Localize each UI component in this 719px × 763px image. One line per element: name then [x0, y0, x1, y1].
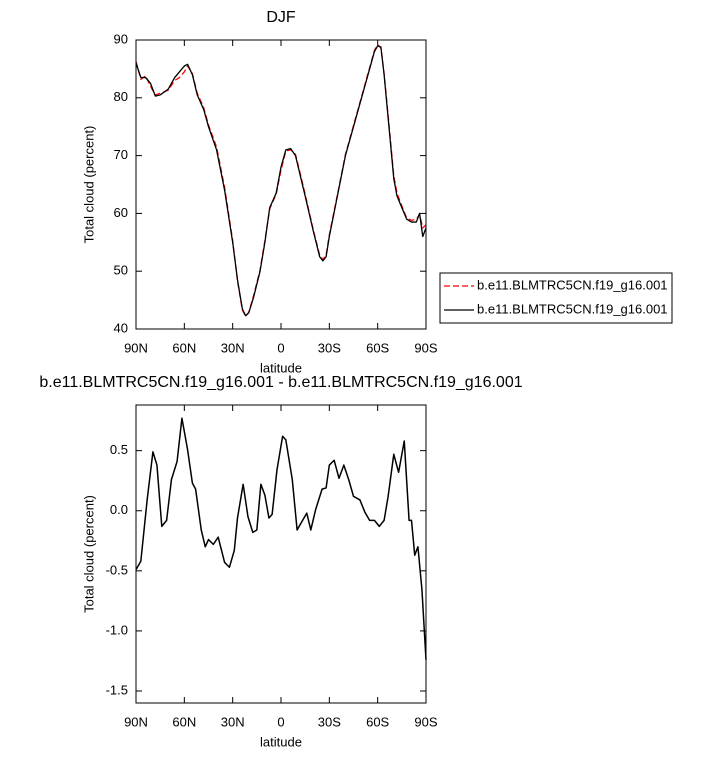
- x-tick-label: 60N: [172, 714, 196, 729]
- x-axis-label: latitude: [260, 734, 302, 749]
- x-tick-label: 90S: [414, 340, 437, 355]
- y-tick-label: -1.5: [106, 682, 128, 697]
- x-tick-label: 0: [277, 340, 284, 355]
- y-tick-label: -1.0: [106, 622, 128, 637]
- y-tick-label: 70: [114, 147, 128, 162]
- x-tick-label: 60S: [366, 714, 389, 729]
- data-line: [135, 43, 427, 317]
- x-tick-label: 90S: [414, 714, 437, 729]
- x-tick-label: 90N: [124, 340, 148, 355]
- x-tick-label: 90N: [124, 714, 148, 729]
- y-tick-label: -0.5: [106, 562, 128, 577]
- chart-title: DJF: [266, 9, 296, 26]
- y-tick-label: 50: [114, 263, 128, 278]
- y-tick-label: 80: [114, 89, 128, 104]
- data-line: [135, 45, 427, 317]
- x-axis-label: latitude: [260, 360, 302, 375]
- y-tick-label: 90: [114, 31, 128, 46]
- legend-box: [439, 272, 673, 324]
- y-tick-label: 0.5: [110, 442, 128, 457]
- y-tick-label: 40: [114, 320, 128, 335]
- plot-frame: [135, 39, 427, 330]
- x-tick-label: 30S: [318, 340, 341, 355]
- x-tick-label: 60S: [366, 340, 389, 355]
- legend-label: b.e11.BLMTRC5CN.f19_g16.001: [477, 277, 668, 292]
- x-tick-label: 30S: [318, 714, 341, 729]
- x-tick-label: 30N: [221, 340, 245, 355]
- x-tick-label: 30N: [221, 714, 245, 729]
- chart-title: b.e11.BLMTRC5CN.f19_g16.001 - b.e11.BLMT…: [39, 374, 522, 391]
- y-axis-label: Total cloud (percent): [81, 495, 96, 613]
- plot-frame: [135, 404, 427, 704]
- data-line: [135, 417, 427, 660]
- x-tick-label: 0: [277, 714, 284, 729]
- y-axis-label: Total cloud (percent): [81, 126, 96, 244]
- y-tick-label: 60: [114, 205, 128, 220]
- x-tick-label: 60N: [172, 340, 196, 355]
- legend-label: b.e11.BLMTRC5CN.f19_g16.001: [477, 301, 668, 316]
- y-tick-label: 0.0: [110, 502, 128, 517]
